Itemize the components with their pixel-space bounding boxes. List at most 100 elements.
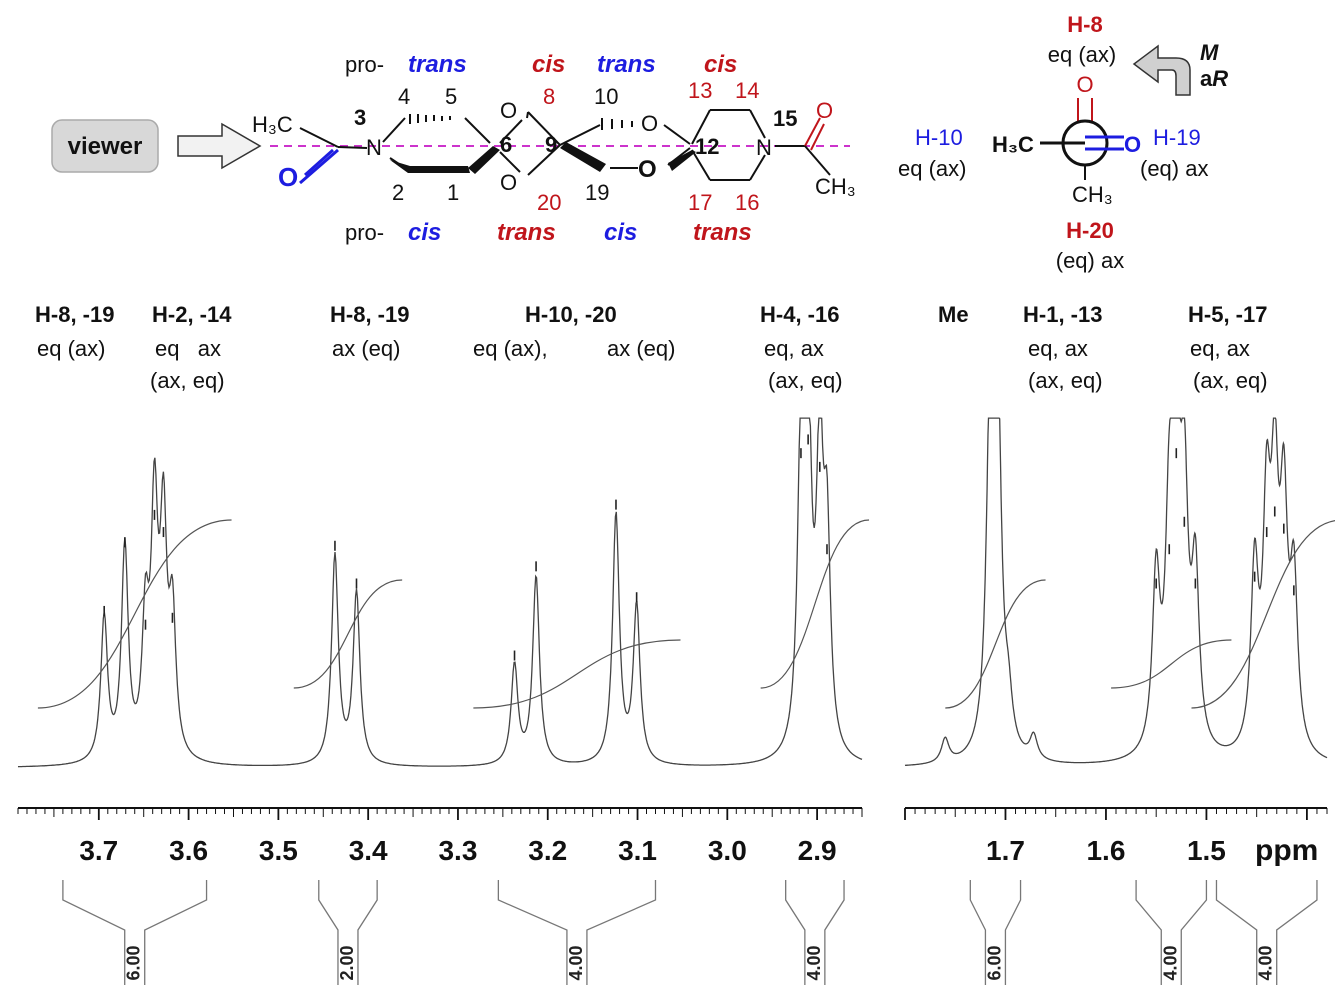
rotation-arrow-icon [1132, 44, 1191, 96]
viewer-box [51, 119, 159, 173]
atom-o-1: O [500, 98, 517, 123]
tick-label: 1.5 [1187, 835, 1226, 866]
integral-value: 4.00 [804, 945, 824, 980]
num-10: 10 [594, 84, 618, 109]
num-12: 12 [695, 134, 719, 159]
peak-label-title: H-8, -19 [330, 302, 409, 327]
tick-label: 3.3 [438, 835, 477, 866]
num-14: 14 [735, 78, 759, 103]
peak-labels: H-8, -19 eq (ax) H-2, -14 eq ax (ax, eq)… [35, 302, 1268, 393]
integral-curve [293, 579, 403, 689]
tick-label: 1.6 [1086, 835, 1125, 866]
newman-h20-sub: (eq) ax [1056, 248, 1124, 273]
num-19: 19 [585, 180, 609, 205]
helix-m: M [1200, 40, 1219, 65]
atom-n3: N [366, 135, 382, 160]
peak-label-title: H-8, -19 [35, 302, 114, 327]
peak-label-sub: (ax, eq) [150, 368, 225, 393]
num-13: 13 [688, 78, 712, 103]
atom-n15: N [756, 135, 772, 160]
integral-curve [37, 519, 232, 709]
x-axis-label: ppm [1255, 834, 1318, 867]
integral-curve [945, 579, 1046, 709]
integral-bracket [785, 880, 845, 985]
peak-label-sub: eq, ax [1190, 336, 1250, 361]
peak-label-sub: eq (ax), [473, 336, 548, 361]
pro-top: pro- [345, 52, 384, 77]
peak-label-sub: eq, ax [1028, 336, 1088, 361]
num-16: 16 [735, 190, 759, 215]
integral-brackets: 6.00 2.00 4.00 4.00 6.00 4.00 4.00 [62, 880, 1318, 985]
newman-o-top: O [1076, 72, 1093, 97]
integral-bracket [318, 880, 378, 985]
tick-label: 3.5 [259, 835, 298, 866]
integral-bracket [62, 880, 208, 985]
tick-label: 3.1 [618, 835, 657, 866]
molecule-structure: viewer pro- pro- trans cis trans cis cis… [51, 51, 856, 246]
integral-value: 2.00 [337, 945, 357, 980]
newman-h10-sub: eq (ax) [898, 156, 966, 181]
peak-label-sub: ax (eq) [332, 336, 400, 361]
tick-label: 2.9 [798, 835, 837, 866]
num-6: 6 [500, 132, 512, 157]
peak-label-title: H-4, -16 [760, 302, 839, 327]
num-2: 2 [392, 180, 404, 205]
integral-bracket [497, 880, 657, 985]
spectrum-trace-right [904, 417, 1328, 767]
integral-curve [1191, 520, 1335, 709]
label-bottom-3: cis [604, 219, 637, 246]
num-15: 15 [773, 106, 797, 131]
peak-label-title: H-2, -14 [152, 302, 232, 327]
peak-label-sub: (ax, eq) [768, 368, 843, 393]
num-8: 8 [543, 84, 555, 109]
nmr-spectrum [17, 417, 1335, 768]
newman-h8: H-8 [1067, 12, 1102, 37]
tick-label: 3.4 [349, 835, 388, 866]
viewer-label: viewer [68, 133, 143, 160]
peak-label-title: H-10, -20 [525, 302, 617, 327]
atom-o-3: O [641, 111, 658, 136]
spectrum-trace-left [17, 417, 863, 768]
num-17: 17 [688, 190, 712, 215]
newman-projection: H-8 eq (ax) O H₃C O CH₃ H-10 eq (ax) H-1… [898, 12, 1228, 273]
newman-h8-sub: eq (ax) [1048, 42, 1116, 67]
pro-bottom: pro- [345, 220, 384, 245]
newman-h19-sub: (eq) ax [1140, 156, 1208, 181]
integral-value: 4.00 [1256, 945, 1276, 980]
num-3: 3 [354, 105, 366, 130]
ppm-axis: 3.7 3.6 3.5 3.4 3.3 3.2 3.1 3.0 2.9 1.7 1.6 1.5 [17, 807, 1328, 866]
newman-h20: H-20 [1066, 218, 1114, 243]
tick-label: 3.0 [708, 835, 747, 866]
peak-label-sub: ax (eq) [607, 336, 675, 361]
peak-label-sub: (ax, eq) [1193, 368, 1268, 393]
newman-ch3: CH₃ [1072, 182, 1113, 207]
atom-o-blue: O [278, 162, 298, 192]
integral-bracket [1215, 880, 1318, 985]
label-top-3: trans [597, 51, 656, 78]
tick-label: 3.7 [79, 835, 118, 866]
hashes [409, 114, 633, 130]
num-1: 1 [447, 180, 459, 205]
peak-label-sub: eq (ax) [37, 336, 105, 361]
integral-curve [1111, 639, 1232, 689]
integral-value: 6.00 [124, 945, 144, 980]
integral-value: 4.00 [1160, 945, 1180, 980]
num-4: 4 [398, 84, 410, 109]
integral-bracket [1135, 880, 1208, 985]
integral-curve [473, 639, 681, 709]
num-5: 5 [445, 84, 457, 109]
atom-o-2: O [500, 170, 517, 195]
label-bottom-4: trans [693, 219, 752, 246]
atom-ch3: CH₃ [815, 174, 856, 199]
peak-label-title: H-1, -13 [1023, 302, 1102, 327]
tick-label: 3.6 [169, 835, 208, 866]
newman-o-right: O [1124, 132, 1141, 157]
atom-o-red: O [816, 98, 833, 123]
wedges [390, 142, 696, 174]
label-bottom-2: trans [497, 219, 556, 246]
num-20: 20 [537, 190, 561, 215]
peak-label-sub: eq, ax [764, 336, 824, 361]
newman-h3c: H₃C [992, 132, 1034, 157]
atom-o-4: O [638, 156, 657, 183]
